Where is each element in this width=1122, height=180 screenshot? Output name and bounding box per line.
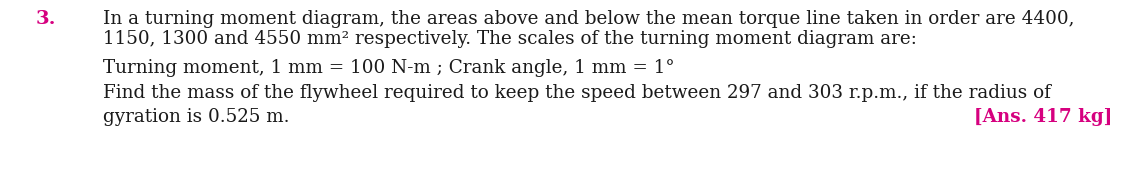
Text: 3.: 3. — [36, 10, 56, 28]
Text: gyration is 0.525 m.: gyration is 0.525 m. — [103, 107, 289, 125]
Text: Turning moment, 1 mm = 100 N-m ; Crank angle, 1 mm = 1°: Turning moment, 1 mm = 100 N-m ; Crank a… — [103, 59, 674, 77]
Text: [Ans. 417 kg]: [Ans. 417 kg] — [974, 107, 1112, 125]
Text: 1150, 1300 and 4550 mm² respectively. The scales of the turning moment diagram a: 1150, 1300 and 4550 mm² respectively. Th… — [103, 30, 917, 48]
Text: In a turning moment diagram, the areas above and below the mean torque line take: In a turning moment diagram, the areas a… — [103, 10, 1075, 28]
Text: Find the mass of the flywheel required to keep the speed between 297 and 303 r.p: Find the mass of the flywheel required t… — [103, 84, 1051, 102]
